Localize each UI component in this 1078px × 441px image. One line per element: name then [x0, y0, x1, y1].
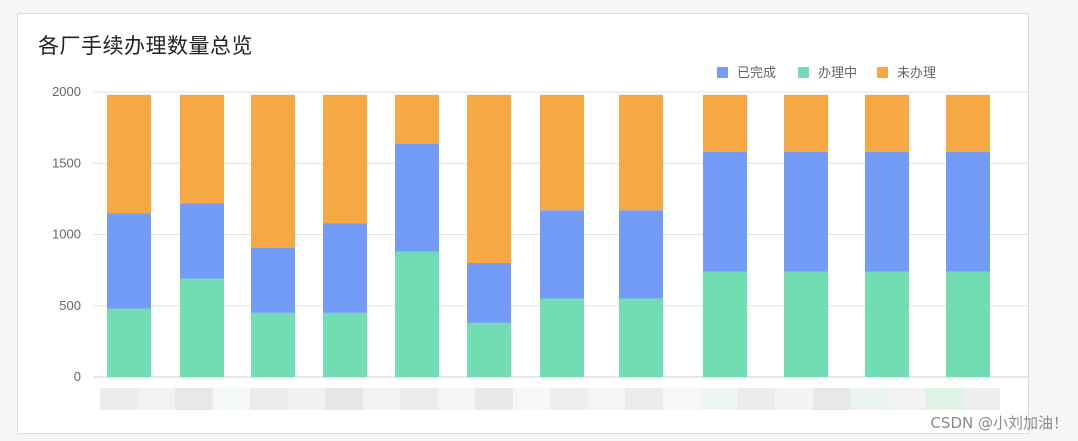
- bar-segment[interactable]: [180, 278, 224, 377]
- bar-segment[interactable]: [107, 94, 151, 214]
- bar-segment[interactable]: [107, 308, 151, 377]
- y-tick-label: 500: [59, 298, 81, 313]
- legend-label: 办理中: [818, 66, 857, 81]
- bar-segment[interactable]: [703, 94, 747, 152]
- bar-segment[interactable]: [323, 223, 367, 313]
- bar-segment[interactable]: [703, 151, 747, 272]
- bar-segment[interactable]: [467, 263, 511, 323]
- bar-segment[interactable]: [540, 94, 584, 211]
- bar-segment[interactable]: [865, 94, 909, 152]
- y-tick-label: 0: [74, 369, 81, 384]
- legend-swatch: [877, 67, 888, 78]
- bar-segment[interactable]: [395, 251, 439, 377]
- bar-segment[interactable]: [784, 94, 828, 152]
- bar-segment[interactable]: [619, 298, 663, 377]
- bar-segment[interactable]: [180, 203, 224, 279]
- bar-segment[interactable]: [540, 298, 584, 377]
- bar-segment[interactable]: [784, 271, 828, 377]
- y-tick-label: 2000: [52, 84, 81, 99]
- legend-label: 已完成: [737, 66, 776, 81]
- bar-segment[interactable]: [946, 271, 990, 377]
- bar-segment[interactable]: [323, 94, 367, 224]
- legend[interactable]: 已完成 办理中 未办理: [717, 66, 936, 81]
- bar-segment[interactable]: [946, 151, 990, 272]
- bar-segment[interactable]: [180, 94, 224, 204]
- watermark: CSDN @小刘加油！: [930, 414, 1068, 432]
- bar-segment[interactable]: [619, 94, 663, 211]
- legend-label: 未办理: [897, 66, 936, 81]
- bar-segment[interactable]: [395, 143, 439, 252]
- legend-item[interactable]: 已完成: [717, 66, 776, 81]
- bar-segment[interactable]: [251, 312, 295, 377]
- legend-swatch: [717, 67, 728, 78]
- bar-segment[interactable]: [540, 210, 584, 299]
- bar-segment[interactable]: [703, 271, 747, 377]
- y-tick-label: 1000: [52, 227, 81, 242]
- obscured-x-axis-labels: [100, 388, 1000, 410]
- bar-segment[interactable]: [395, 94, 439, 144]
- axis-layer: 0 500 1000 1500 2000: [52, 84, 81, 384]
- bar-segment[interactable]: [323, 312, 367, 377]
- bar-segment[interactable]: [251, 94, 295, 248]
- bar-segment[interactable]: [107, 213, 151, 309]
- bar-segment[interactable]: [946, 94, 990, 152]
- legend-item[interactable]: 未办理: [877, 66, 936, 81]
- bar-segment[interactable]: [865, 151, 909, 272]
- bar-segment[interactable]: [619, 210, 663, 299]
- bar-layer: [107, 94, 990, 377]
- bar-segment[interactable]: [467, 322, 511, 377]
- bar-segment[interactable]: [784, 151, 828, 272]
- bar-segment[interactable]: [865, 271, 909, 377]
- legend-item[interactable]: 办理中: [798, 66, 857, 81]
- chart-title: 各厂手续办理数量总览: [38, 34, 253, 58]
- bar-segment[interactable]: [467, 94, 511, 263]
- y-tick-label: 1500: [52, 155, 81, 170]
- bar-segment[interactable]: [251, 247, 295, 313]
- legend-swatch: [798, 67, 809, 78]
